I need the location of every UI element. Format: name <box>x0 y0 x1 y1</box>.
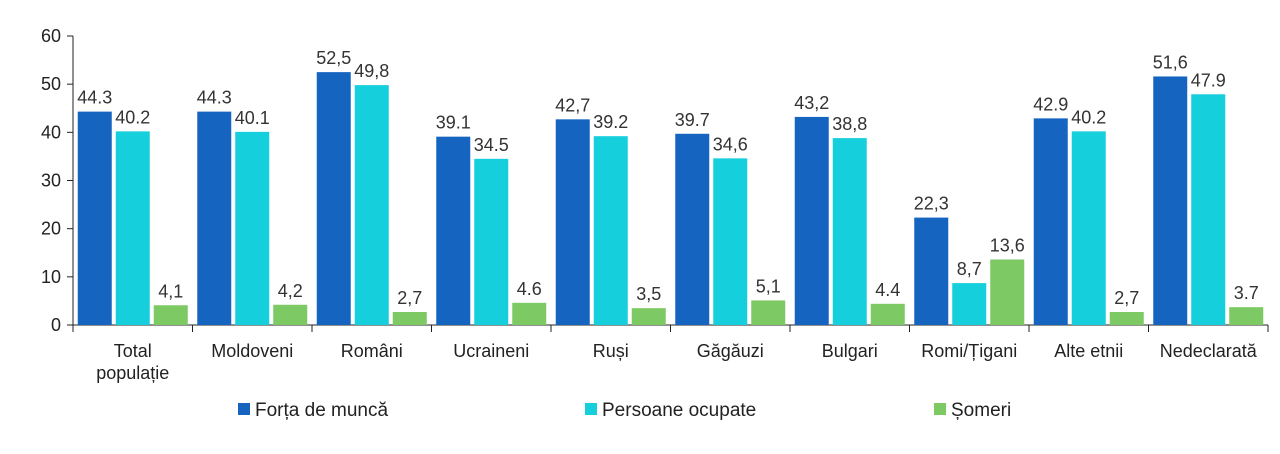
legend-label: Persoane ocupate <box>602 400 756 421</box>
bar <box>870 303 905 325</box>
y-tick-label: 50 <box>41 74 61 94</box>
x-tick-label: Alte etnii <box>1054 341 1123 361</box>
legend-label: Șomeri <box>951 400 1011 421</box>
bar <box>316 72 351 325</box>
bar <box>273 304 308 325</box>
bar <box>235 131 270 325</box>
data-label: 8,7 <box>957 259 982 279</box>
data-label: 39.7 <box>675 110 710 130</box>
bar <box>474 158 509 325</box>
data-label: 43,2 <box>794 93 829 113</box>
bar <box>914 217 949 325</box>
bar <box>555 119 590 325</box>
legend-swatch <box>934 403 946 415</box>
bar <box>512 302 547 325</box>
bar <box>354 85 389 325</box>
data-label: 49,8 <box>354 61 389 81</box>
y-tick-label: 60 <box>41 26 61 46</box>
data-label: 4,1 <box>158 281 183 301</box>
data-label: 40.2 <box>1071 107 1106 127</box>
data-label: 22,3 <box>914 194 949 214</box>
bar <box>593 136 628 325</box>
y-tick-label: 20 <box>41 219 61 239</box>
data-label: 34,6 <box>713 134 748 154</box>
bar <box>751 300 786 325</box>
legend-swatch <box>585 403 597 415</box>
data-label: 47.9 <box>1191 70 1226 90</box>
data-label: 51,6 <box>1153 52 1188 72</box>
bar <box>436 136 471 325</box>
data-labels: 44.3 44.3 52,5 39.1 42,7 39.7 43,2 22,3 42.9 51,6… <box>77 48 1259 308</box>
bar <box>1229 307 1264 325</box>
y-tick-label: 0 <box>51 315 61 335</box>
data-label: 38,8 <box>832 114 867 134</box>
data-label: 2,7 <box>397 288 422 308</box>
legend-swatch <box>238 403 250 415</box>
data-label: 4.6 <box>517 279 542 299</box>
data-label: 42.9 <box>1033 94 1068 114</box>
x-tick-label: Ucraineni <box>453 341 529 361</box>
bar <box>153 305 188 325</box>
bar <box>1071 131 1106 325</box>
bar <box>713 158 748 325</box>
bar <box>1191 94 1226 325</box>
bar <box>392 311 427 325</box>
legend: Forța de muncă Persoane ocupate Șomeri <box>238 400 1011 421</box>
data-label: 34.5 <box>474 135 509 155</box>
data-label: 39.2 <box>593 112 628 132</box>
data-label: 13,6 <box>990 235 1025 255</box>
bar <box>115 131 150 325</box>
x-tick-label: Ruși <box>593 341 629 361</box>
y-tick-label: 30 <box>41 171 61 191</box>
data-label: 44.3 <box>77 88 112 108</box>
data-label: 40.1 <box>235 108 270 128</box>
data-label: 39.1 <box>436 113 471 133</box>
y-tick-label: 10 <box>41 267 61 287</box>
data-label: 40.2 <box>115 107 150 127</box>
x-tick-label: Găgăuzi <box>697 341 764 361</box>
x-tick-label: Moldoveni <box>211 341 293 361</box>
x-tick-label: Romi/Țigani <box>921 341 1017 361</box>
legend-label: Forța de muncă <box>255 400 388 421</box>
x-tick-label: Români <box>341 341 403 361</box>
bar <box>952 283 987 325</box>
bars <box>77 72 1264 326</box>
bar <box>1109 311 1144 325</box>
bar <box>990 259 1025 325</box>
bar <box>794 116 829 325</box>
bar <box>832 138 867 325</box>
x-tick-label: Nedeclarată <box>1160 341 1258 361</box>
data-label: 4.4 <box>875 280 900 300</box>
bar <box>1153 76 1188 326</box>
y-tick-label: 40 <box>41 122 61 142</box>
x-tick-label: Bulgari <box>822 341 878 361</box>
data-label: 3,5 <box>636 284 661 304</box>
bar <box>675 133 710 325</box>
bar <box>631 308 666 325</box>
data-label: 3.7 <box>1234 283 1259 303</box>
bar <box>77 111 112 325</box>
bar <box>1033 118 1068 326</box>
data-label: 52,5 <box>316 48 351 68</box>
data-label: 4,2 <box>278 281 303 301</box>
axes: 0 10 20 30 40 50 60 Total populație Moldoveni Româ… <box>41 26 1269 383</box>
x-tick-label: Total populație <box>96 341 169 383</box>
data-label: 5,1 <box>756 276 781 296</box>
data-label: 2,7 <box>1114 288 1139 308</box>
bar <box>197 111 232 325</box>
data-label: 42,7 <box>555 95 590 115</box>
data-label: 44.3 <box>197 88 232 108</box>
